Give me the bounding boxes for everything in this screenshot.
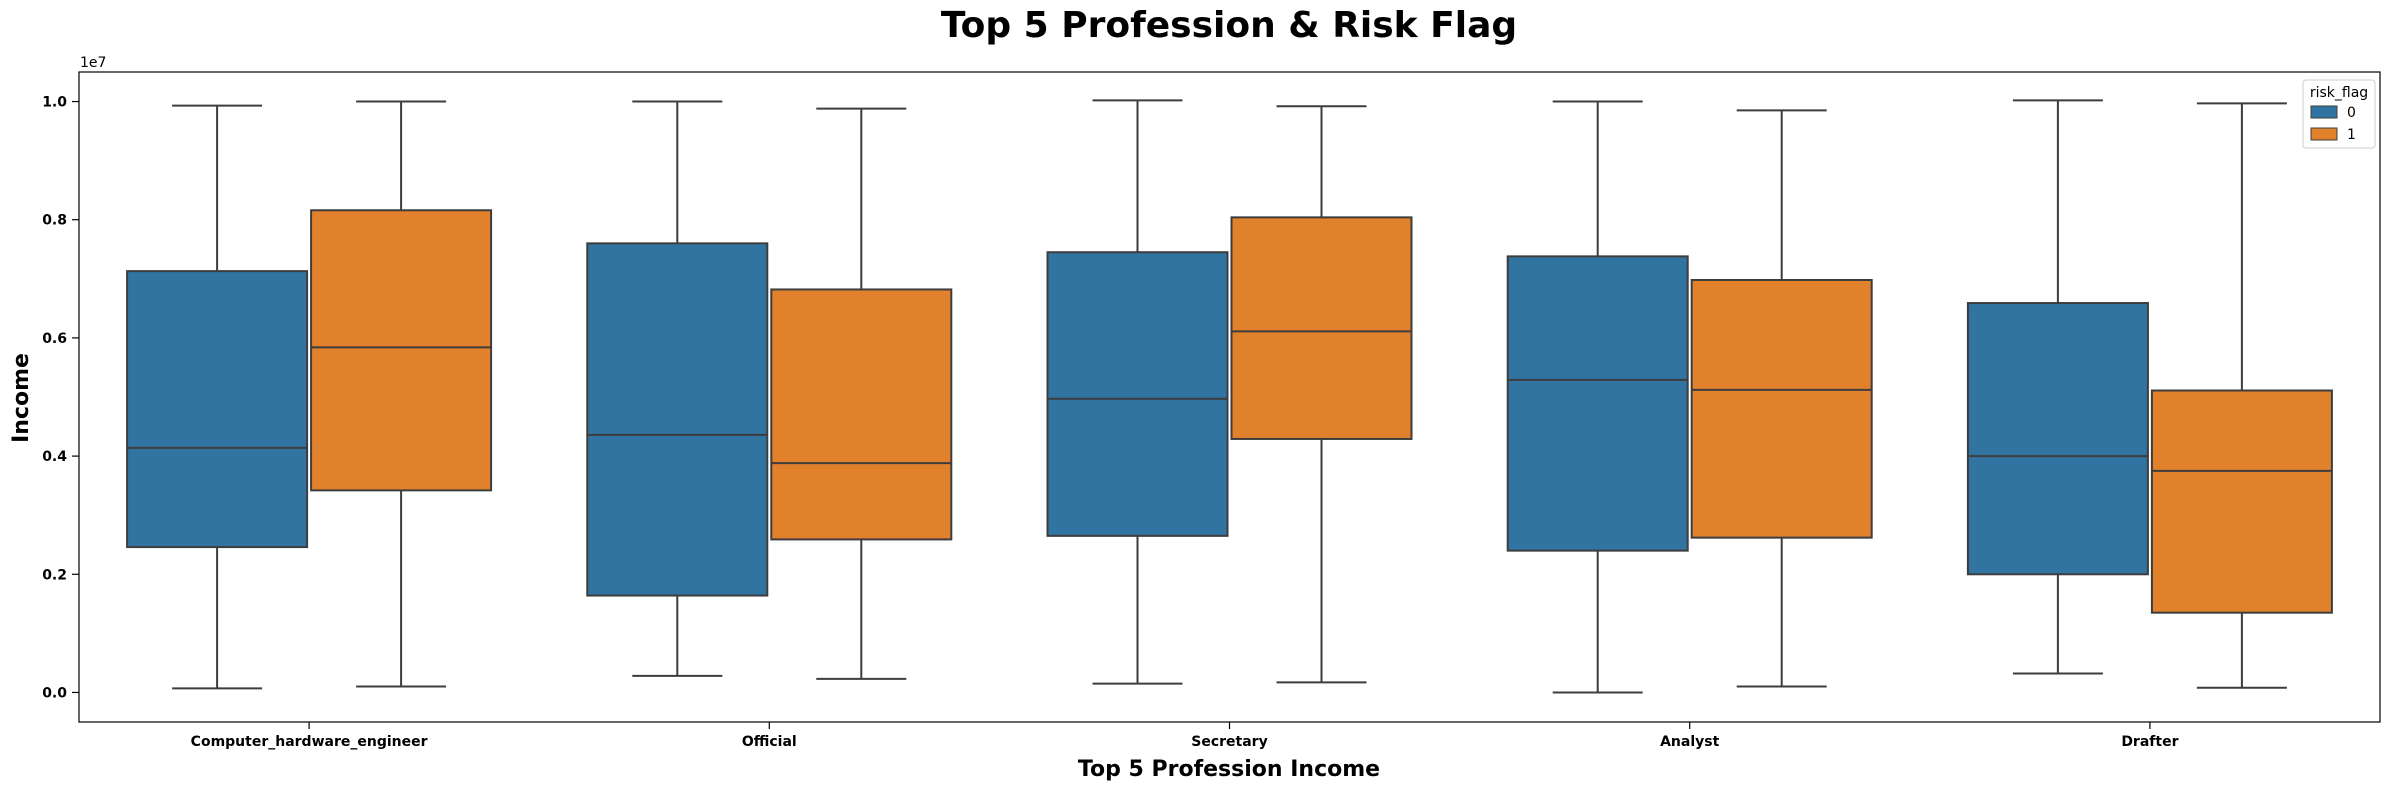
box-iqr [2150,389,2333,614]
box-iqr [1230,216,1413,440]
x-tick-label: Secretary [1191,734,1267,750]
x-tick-label: Analyst [1660,734,1720,750]
y-axis-label: Income [9,353,34,443]
box-iqr [1690,279,1873,539]
box-group [2150,102,2333,689]
box-group [1230,105,1413,684]
box-iqr [586,242,769,597]
box-group [126,104,309,690]
y-tick-label: 0.0 [42,685,67,701]
box-group [1966,99,2149,675]
y-offset-label: 1e7 [80,55,106,71]
box-iqr [1966,302,2149,576]
y-tick-label: 0.8 [42,213,67,229]
box-group [1506,100,1689,694]
plot-area: 0.0 0.2 0.4 0.6 0.8 1.0 Computer_hardware_engi… [42,71,2381,750]
y-tick-label: 0.4 [42,449,67,465]
box-group [1690,109,1873,688]
y-tick-label: 0.2 [42,567,67,583]
y-tick-label: 1.0 [42,95,67,111]
box-iqr [1046,251,1229,537]
legend-title: risk_flag [2310,85,2368,101]
legend-swatch [2310,127,2338,141]
x-tick-label: Drafter [2121,734,2178,750]
legend-label: 1 [2347,127,2356,143]
legend-label: 0 [2347,105,2356,121]
chart-title: Top 5 Profession & Risk Flag [941,5,1517,46]
box-iqr [770,288,953,541]
box-group [586,100,769,677]
legend-swatch [2310,105,2338,119]
box-iqr [310,209,493,492]
x-tick-label: Official [742,734,797,750]
box-group [310,100,493,688]
box-group [1046,99,1229,685]
x-tick-label: Computer_hardware_engineer [191,734,428,750]
box-group [770,107,953,680]
y-tick-label: 0.6 [42,331,67,347]
box-iqr [126,270,309,549]
legend: risk_flag 0 1 [2302,79,2376,149]
x-axis-label: Top 5 Profession Income [1078,757,1380,782]
box-iqr [1506,255,1689,552]
